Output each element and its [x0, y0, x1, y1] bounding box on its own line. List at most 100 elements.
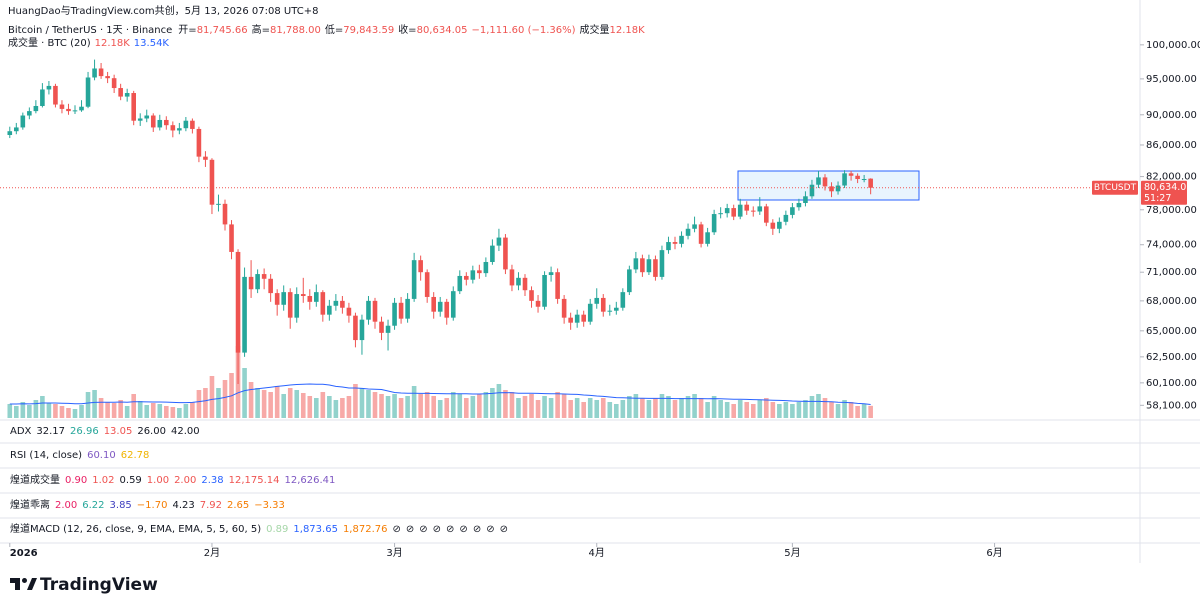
ohlc-label: 低=	[325, 23, 343, 36]
volume-bar	[85, 392, 91, 418]
candle-body	[718, 213, 723, 215]
volume-bar	[522, 396, 528, 418]
volume-bar	[144, 405, 150, 418]
volume-bar	[848, 402, 854, 418]
volume-bar	[300, 393, 306, 418]
indicator-value: 6.22	[82, 500, 104, 511]
indicator-value: ⊘	[486, 524, 494, 535]
volume-bar	[287, 388, 293, 418]
volume-bar	[222, 380, 228, 418]
candle-body	[503, 237, 508, 270]
candle-body	[300, 294, 306, 296]
volume-bar	[718, 400, 723, 418]
volume-bar	[457, 394, 463, 418]
volume-value: 12.18K	[95, 38, 131, 49]
volume-bar	[535, 400, 541, 418]
ohlc-label: 收=	[398, 23, 416, 36]
volume-bar	[190, 402, 195, 418]
volume-bar	[496, 384, 502, 418]
volume-bar	[803, 400, 808, 418]
volume-bar	[861, 404, 867, 418]
volume-bar	[490, 388, 495, 418]
candle-body	[314, 292, 319, 302]
candle-body	[418, 260, 423, 273]
volume-bar	[346, 396, 352, 418]
candle-body	[118, 88, 123, 97]
volume-bar	[79, 405, 84, 418]
volume-bar	[268, 392, 273, 418]
volume-bar	[542, 396, 547, 418]
indicator-value: −1.70	[137, 500, 168, 511]
candle-body	[424, 272, 430, 297]
volume-bar	[27, 405, 32, 418]
volume-bar	[503, 390, 508, 418]
candle-body	[777, 221, 782, 229]
volume-bar	[685, 396, 691, 418]
x-tick-label: 2026	[10, 548, 38, 559]
volume-bar	[450, 392, 456, 418]
candle-body	[548, 272, 554, 276]
candle-body	[600, 297, 606, 312]
volume-bar	[437, 400, 443, 418]
y-tick-label: 60,100.00	[1146, 378, 1197, 389]
candle-body	[829, 186, 834, 192]
candle-body	[111, 78, 117, 89]
volume-bar	[822, 398, 828, 418]
y-tick-label: 82,000.00	[1146, 172, 1197, 183]
volume-bar	[196, 390, 202, 418]
volume-bar	[600, 398, 606, 418]
volume-bar	[183, 404, 189, 418]
volume-bar	[777, 404, 782, 418]
tradingview-logo: TradingView	[10, 575, 158, 595]
volume-bar	[7, 404, 13, 418]
indicator-value: ⊘	[500, 524, 508, 535]
candle-body	[685, 228, 691, 236]
volume-value: 12.18K	[610, 25, 646, 36]
candle-body	[705, 232, 710, 244]
volume-bar	[203, 388, 208, 418]
candle-body	[46, 85, 52, 90]
volume-bar	[672, 400, 678, 418]
indicator-name: 煌道成交量	[10, 473, 60, 486]
volume-bar	[705, 402, 710, 418]
volume-bar	[555, 392, 560, 418]
volume-bar	[118, 400, 123, 418]
symbol: Bitcoin / TetherUS · 1天 · Binance	[8, 25, 172, 36]
volume-bar	[750, 404, 756, 418]
candle-body	[764, 206, 769, 223]
volume-bar	[314, 398, 319, 418]
volume-bar	[14, 406, 19, 418]
candle-body	[346, 307, 352, 316]
rectangle-drawing[interactable]	[737, 170, 920, 201]
indicator-value: ⊘	[473, 524, 481, 535]
candle-body	[620, 292, 626, 308]
candle-body	[333, 300, 339, 306]
indicator-name: 煌道MACD (12, 26, close, 9, EMA, EMA, 5, 5…	[10, 522, 261, 535]
candle-body	[594, 297, 600, 304]
volume-bar	[398, 398, 404, 418]
volume-bar	[842, 400, 847, 418]
attribution: HuangDao与TradingView.com共创，5月 13, 2026 0…	[8, 4, 318, 17]
candle-body	[274, 293, 280, 305]
candle-body	[809, 184, 815, 197]
indicator-value: 1.02	[92, 475, 114, 486]
candle-body	[124, 93, 130, 97]
candle-body	[307, 295, 313, 302]
volume-bar	[816, 394, 821, 418]
indicator-value: 2.00	[55, 500, 77, 511]
price-tag: 80,634.05	[1144, 182, 1192, 193]
y-tick-label: 71,000.00	[1146, 267, 1197, 278]
candle-body	[33, 105, 39, 112]
y-tick-label: 90,000.00	[1146, 110, 1197, 121]
candle-body	[464, 275, 469, 280]
volume-bar	[809, 396, 815, 418]
indicator-value: 26.96	[70, 426, 99, 437]
candle-body	[627, 269, 632, 293]
volume-bar	[111, 403, 117, 418]
volume-bar	[594, 400, 600, 418]
y-tick-label: 65,000.00	[1146, 326, 1197, 337]
candle-body	[542, 275, 547, 307]
candle-body	[177, 128, 182, 131]
candle-body	[27, 111, 32, 116]
